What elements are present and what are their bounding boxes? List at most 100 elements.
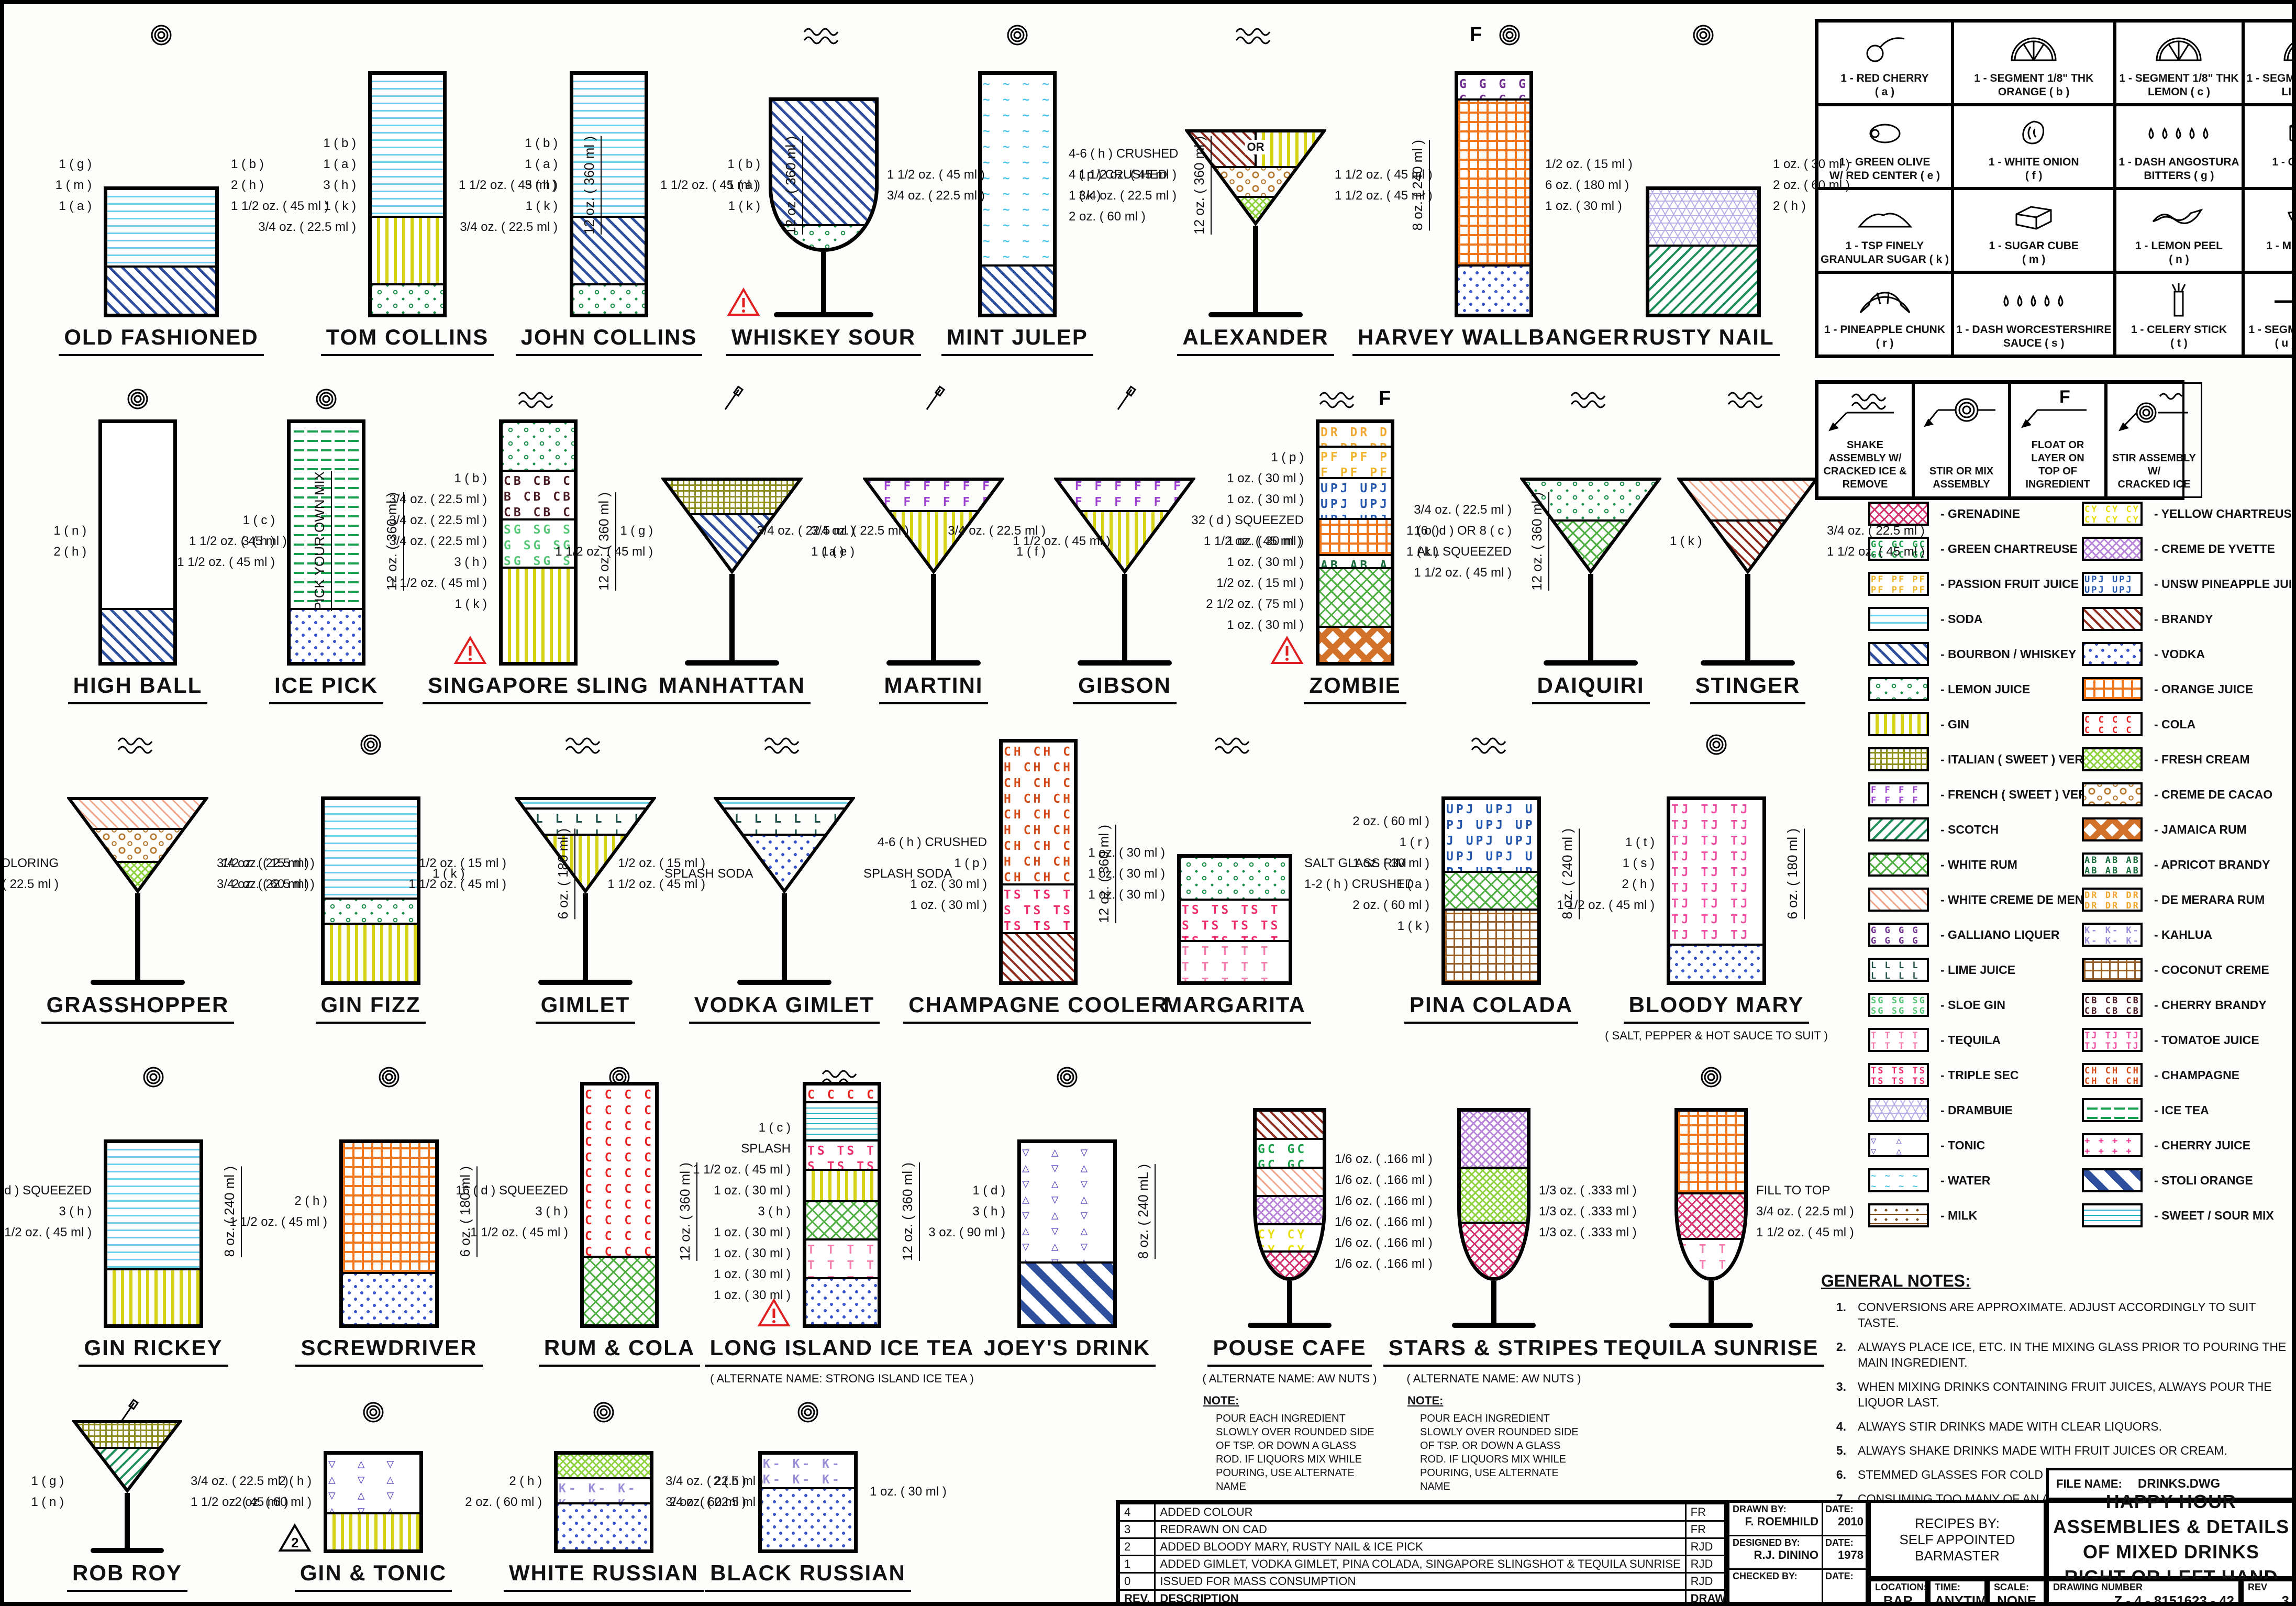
rev-cell: ADDED BLOODY MARY, RUSTY NAIL & ICE PICK xyxy=(1154,1537,1687,1556)
glass-foot xyxy=(774,312,873,317)
pattern-label: - ICE TEA xyxy=(2154,1103,2209,1117)
annotations-right: 1 ( k ) xyxy=(432,762,464,985)
ingredient-icon-wrap xyxy=(2163,278,2194,323)
annotation: 1 1/2 oz. ( 45 ml ) xyxy=(555,544,653,559)
footer-value: Z - 4 - 8151623 - 42 xyxy=(2114,1593,2234,1606)
annotations-left: 1/2 oz. ( 15 ml ) 1 1/2 oz. ( 45 ml ) xyxy=(408,762,506,985)
glass-bowl: T T T T T T T T T T T T T T T T T T T T … xyxy=(1674,1108,1748,1281)
annotations-right: 1/6 oz. ( .166 ml ) 1/6 oz. ( .166 ml ) 1/… xyxy=(1335,1095,1433,1328)
fluid-pattern-sloe_gin: SG SG SG SG SG SG SG SG SG SG SG SG SG S… xyxy=(504,523,573,567)
drink-name: GIN RICKEY xyxy=(79,1335,228,1367)
footer-cell: REV 3 xyxy=(2241,1579,2292,1602)
stir-symbol-icon xyxy=(1706,734,1727,755)
annotation: 2 oz. ( 60 ml ) xyxy=(1352,814,1429,828)
annotations-left: 1/2 oz. ( 15 ml ) 1 1/2 oz. ( 45 ml ) xyxy=(607,762,705,985)
fluid-pattern-triple_sec: TS TS TS TS TS TS TS TS TS TS TS TS TS T… xyxy=(1004,888,1073,933)
ingredient-cell: 1 - SEGMENT SWORD( u ) NOTE 9 xyxy=(2243,272,2292,356)
annotation: 3 ( h ) xyxy=(525,178,558,192)
fluid-pattern-french_vermouth: F F F F F F F F F F F F F F F F F F F F … xyxy=(1871,785,1920,806)
annotations-left: 1/2 oz. ( 15 ml ) 2 oz. ( 60 ml ) xyxy=(221,762,309,985)
fluid-pattern-unsw_pineapple: UPJ UPJ UPJ UPJ UPJ UPJ UPJ UPJ UPJ UPJ … xyxy=(1446,803,1535,871)
pattern-swatch: CY CY CY CY CY CY CY CY CY CY CY CY CY C… xyxy=(2082,502,2143,526)
drink-name: MARGARITA xyxy=(1158,992,1311,1024)
fluid-pattern-vodka xyxy=(806,1279,878,1324)
assembly-label-wrap: FLOAT OR LAYER ON TOP OF INGREDIENT xyxy=(2013,439,2102,491)
drink-name: GRASSHOPPER xyxy=(41,992,235,1024)
pattern-label: - MILK xyxy=(1940,1208,1978,1222)
glass-martini: F F F F F F F F F F F F F F F F F F F F … xyxy=(1054,477,1195,666)
annotation: 1 oz. ( 30 ml ) xyxy=(870,1484,947,1499)
float-symbol-icon: F xyxy=(1470,24,1482,46)
signoff-main: DESIGNED BY: R.J. DININO xyxy=(1729,1536,1822,1568)
glass-collins xyxy=(287,419,365,666)
pattern-label: - CHERRY BRANDY xyxy=(2154,998,2267,1012)
annotation: 3/4 oz. ( 22.5 ml ) xyxy=(258,219,356,234)
assembly-icons xyxy=(115,729,160,760)
pattern-swatch: F F F F F F F F F F F F F F F F F F F F … xyxy=(1868,782,1929,806)
fluid-pattern-drambuie xyxy=(1870,1100,1927,1120)
glass-foot xyxy=(91,1548,164,1553)
glass-vessel: CB CB CB CB CB CB CB CB CB CB CB CB CB C… xyxy=(499,419,578,666)
signoff-row: CHECKED BY: DATE: xyxy=(1729,1570,1866,1602)
ingredient-icon-wrap xyxy=(1856,278,1914,323)
drink-name: POUSE CAFE xyxy=(1207,1335,1372,1367)
pattern-label: - GALLIANO LIQUER xyxy=(1940,927,2060,942)
glass-area: 1 ( g ) 1 ( m ) 1 ( a ) 1 ( b ) 2 ( h ) 1 1/2… xyxy=(49,53,329,317)
dimension-text: 8 oz. ( 240 mL ) xyxy=(1135,1164,1156,1259)
pattern-swatch xyxy=(2082,642,2143,666)
drawing-title-box: HAPPY HOUR ASSEMBLIES & DETAILS OF MIXED D… xyxy=(2046,1491,2292,1588)
pattern-legend-row: - GRENADINE xyxy=(1868,502,2020,526)
annotations-right: SPLASH SODA xyxy=(664,762,753,985)
fluid-pattern-passion_fruit: PF PF PF PF PF PF PF PF PF PF PF PF PF P… xyxy=(1321,450,1390,478)
pattern-swatch: TJ TJ TJ TJ TJ TJ TJ TJ TJ TJ TJ TJ TJ T… xyxy=(2082,1028,2143,1052)
annotation: 1 1/2 oz. ( 45 ml ) xyxy=(1204,534,1302,548)
dimension: 6 oz. ( 180 ml ) xyxy=(1784,762,1805,985)
annotation: 1 oz. ( 30 ml ) xyxy=(910,898,987,912)
glass-area: K- K- K- K- K- K- K- K- K- K- K- K- K- K… xyxy=(465,1430,763,1553)
dimension-text: 6 oz. ( 180 ml ) xyxy=(1784,828,1805,920)
ingredient-label: ( m ) xyxy=(2022,253,2046,265)
drink-pouse-cafe: GC GC GC GC GC GC GC GC GC GC GC GC GC G… xyxy=(1177,1061,1433,1493)
pattern-label: - COCONUT CREME xyxy=(2154,962,2269,977)
drink-high-ball: 1 ( n ) 2 ( h ) 1 1/2 oz. ( 45 ml ) PICK YO… xyxy=(25,383,332,704)
annotation: 1 ( c ) xyxy=(758,1120,791,1135)
ingredient-cell: 1 - WHITE ONION ( f ) xyxy=(1953,105,2115,189)
shake-symbol-icon xyxy=(1235,28,1271,45)
pattern-swatch xyxy=(2082,782,2143,806)
dimension-text: 12 oz. ( 360 ml ) xyxy=(1529,492,1549,591)
glass-collins: CB CB CB CB CB CB CB CB CB CB CB CB CB C… xyxy=(499,419,578,666)
ingredient-cell: 1 - CUBE ICE( h ) xyxy=(2243,105,2292,189)
annotation: 1 oz. ( 30 ml ) xyxy=(910,877,987,891)
drink-name: GIN & TONIC xyxy=(294,1560,452,1592)
glass-area: T T T T T T T T T T T T T T T T T T T T … xyxy=(1599,1095,1854,1328)
fluid-pattern-white_creme_menthe xyxy=(1870,890,1927,910)
fluid-pattern-apricot_brandy: AB AB AB AB AB AB AB AB AB AB AB AB AB A… xyxy=(1321,558,1390,568)
pattern-legend-row: ▽ △ ▽ △ ▽ △ ▽ △ ▽ △ ▽ △ ▽ △ ▽ △ ▽ △ ▽ △ … xyxy=(1868,1133,1985,1157)
fluid-pattern-vodka xyxy=(291,610,362,662)
shake-assembly-icon xyxy=(1828,393,1894,431)
annotation: 2 oz. ( 60 ml ) xyxy=(232,877,309,891)
ingredient-cell: 1 - LEMON PEEL( n ) xyxy=(2115,189,2243,272)
glass-area: OR 1 1/2 oz. ( 45 ml ) 3/4 oz. ( 22.5 ml )… xyxy=(1079,53,1433,317)
ingredient-label: SAUCE ( s ) xyxy=(2003,337,2065,349)
annotations-right: 1 1/2 oz. ( 45 ml ) xyxy=(660,53,758,317)
footer-value: ANYTIME xyxy=(1935,1593,1996,1606)
glass-tumbler xyxy=(321,796,420,985)
annotations-right: FILL TO TOP 3/4 oz. ( 22.5 ml ) 1 1/2 oz. … xyxy=(1756,1095,1854,1328)
glass-bowl xyxy=(1520,477,1661,574)
glass-foot xyxy=(1248,1323,1332,1328)
annotations-left: 1 ( g ) 1 ( n ) xyxy=(31,1430,64,1553)
pattern-legend-row: K- K- K- K- K- K- K- K- K- K- K- K- K- K… xyxy=(2082,923,2212,947)
glass-martini xyxy=(1677,477,1818,666)
glass-area: 1 oz. ( 30 ml ) 2 oz. ( 60 ml ) 2 ( h ) xyxy=(1591,53,1850,317)
pattern-label: - FRESH CREAM xyxy=(2154,752,2250,766)
glass-bowl: F F F F F F F F F F F F F F F F F F F F … xyxy=(1054,477,1195,574)
swizzle-stick-icon xyxy=(724,385,744,410)
dimension-text: 6 oz. ( 180 ml ) xyxy=(555,828,575,920)
glass-sour xyxy=(769,97,879,317)
annotation: 1 ( c ) xyxy=(242,513,275,527)
pattern-legend-row: CB CB CB CB CB CB CB CB CB CB CB CB CB C… xyxy=(2082,993,2267,1017)
glass-area: F F F F F F F F F F F F F F F F F F F F … xyxy=(948,417,1302,666)
pattern-legend-row: - CREME DE CACAO xyxy=(2082,782,2272,806)
glass-flute: GC GC GC GC GC GC GC GC GC GC GC GC GC G… xyxy=(1248,1108,1332,1328)
